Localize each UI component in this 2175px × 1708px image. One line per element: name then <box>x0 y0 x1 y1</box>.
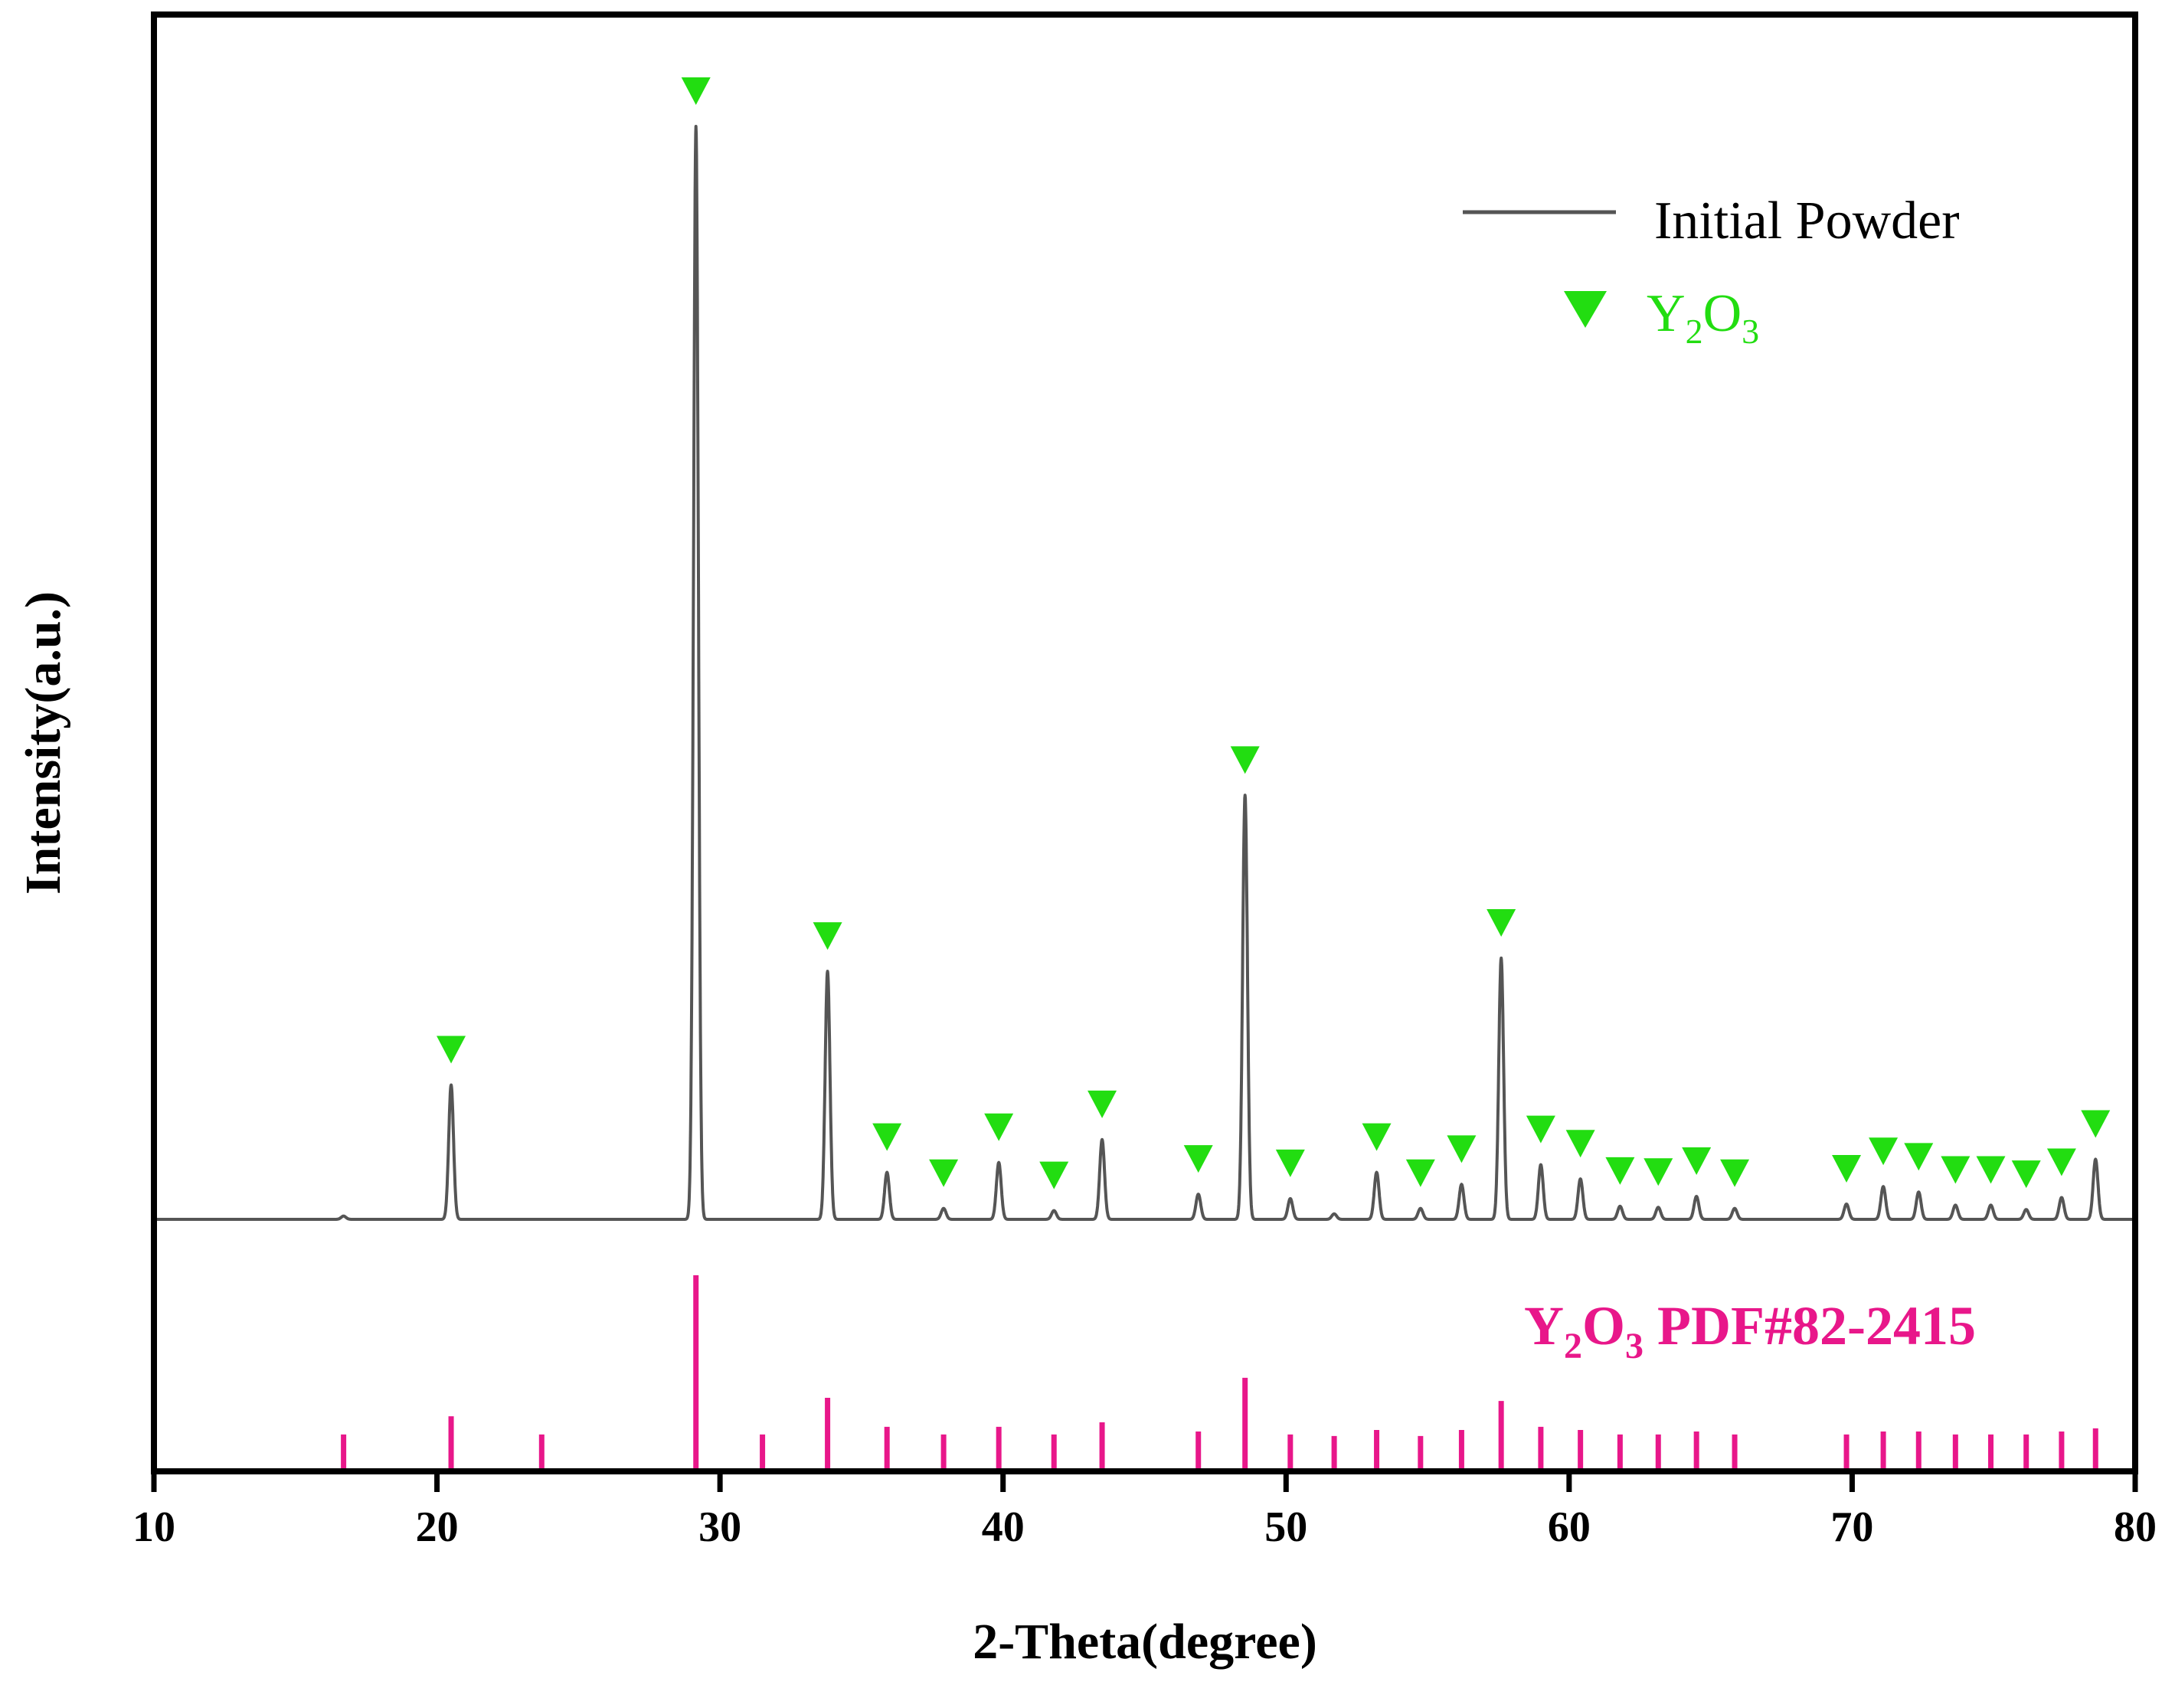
x-axis-title: 2-Theta(degree) <box>973 1614 1317 1670</box>
ref-label-sub-3: 3 <box>1625 1326 1644 1366</box>
legend-label-initial-powder: Initial Powder <box>1654 191 1960 250</box>
x-axis-ticks: 10 20 30 40 50 60 70 80 <box>132 1471 2157 1551</box>
y2o3-marker-21 <box>1832 1155 1862 1183</box>
y2o3-marker-14 <box>1487 908 1516 937</box>
x-tick-label-30: 30 <box>698 1503 741 1551</box>
y2o3-markers <box>437 77 2111 1189</box>
ref-label-sub-2: 2 <box>1564 1326 1582 1366</box>
reference-lines <box>341 1275 2138 1471</box>
x-tick-label-20: 20 <box>416 1503 459 1551</box>
y2o3-marker-17 <box>1605 1157 1635 1185</box>
pattern-line-initial-powder <box>152 125 2137 1221</box>
legend-triangle-icon <box>1564 291 1607 328</box>
x-tick-label-10: 10 <box>132 1503 175 1551</box>
y2o3-marker-23 <box>1904 1143 1934 1171</box>
y2o3-marker-11 <box>1362 1123 1392 1151</box>
x-tick-label-60: 60 <box>1548 1503 1591 1551</box>
y2o3-marker-2 <box>813 922 842 951</box>
y2o3-marker-5 <box>984 1113 1014 1141</box>
y2o3-marker-9 <box>1230 746 1260 774</box>
y2o3-marker-22 <box>1869 1137 1899 1166</box>
legend-y2o3-sub-2: 2 <box>1686 312 1703 351</box>
y2o3-marker-25 <box>1976 1156 2006 1184</box>
y2o3-marker-13 <box>1447 1135 1477 1163</box>
y2o3-marker-0 <box>437 1036 466 1064</box>
y2o3-marker-18 <box>1644 1158 1673 1186</box>
x-tick-label-80: 80 <box>2114 1503 2157 1551</box>
x-tick-label-40: 40 <box>982 1503 1025 1551</box>
y2o3-marker-10 <box>1275 1149 1305 1177</box>
y2o3-marker-16 <box>1565 1130 1595 1158</box>
y2o3-marker-20 <box>1720 1159 1750 1187</box>
y-axis-title: Intensity(a.u.) <box>15 591 71 895</box>
ref-label-o: O <box>1582 1295 1625 1356</box>
ref-label-y: Y <box>1524 1295 1564 1356</box>
y2o3-marker-6 <box>1039 1161 1069 1189</box>
y2o3-marker-8 <box>1183 1145 1213 1173</box>
ref-label-pdf: PDF#82-2415 <box>1644 1295 1976 1356</box>
y2o3-marker-12 <box>1405 1159 1435 1187</box>
legend-y2o3-sub-3: 3 <box>1742 312 1759 351</box>
y2o3-marker-26 <box>2011 1160 2041 1189</box>
plot-frame <box>151 11 2138 1474</box>
x-tick-label-70: 70 <box>1830 1503 1873 1551</box>
legend-y2o3-y: Y <box>1647 284 1686 343</box>
y2o3-marker-24 <box>1941 1156 1971 1184</box>
y2o3-marker-7 <box>1088 1090 1117 1118</box>
legend-y2o3-o: O <box>1703 284 1742 343</box>
y2o3-marker-4 <box>929 1159 959 1187</box>
x-tick-label-50: 50 <box>1264 1503 1307 1551</box>
legend-label-y2o3: Y2O3 <box>1647 284 1759 351</box>
legend: Initial Powder Y2O3 <box>1463 191 1960 351</box>
y2o3-marker-15 <box>1526 1115 1555 1144</box>
y2o3-marker-28 <box>2081 1110 2111 1138</box>
reference-label: Y2O3 PDF#82-2415 <box>1524 1295 1976 1366</box>
y2o3-marker-27 <box>2046 1148 2076 1176</box>
y2o3-marker-1 <box>681 77 711 105</box>
y2o3-marker-19 <box>1682 1147 1712 1176</box>
y2o3-marker-3 <box>872 1123 902 1151</box>
